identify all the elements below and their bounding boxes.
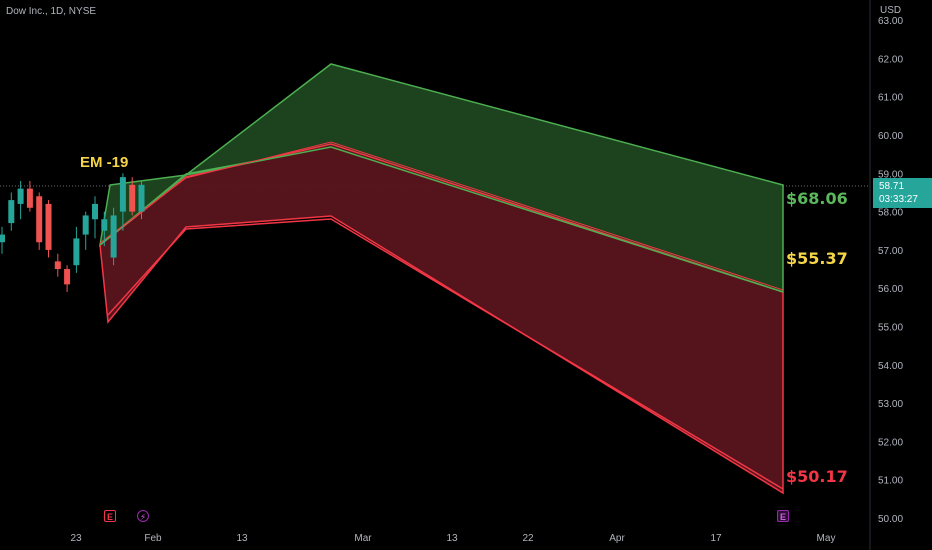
x-tick-label-0: 23: [70, 533, 82, 544]
y-tick-label-3: 53.00: [878, 399, 903, 410]
y-tick-label-1: 51.00: [878, 476, 903, 487]
y-tick-label-6: 56.00: [878, 284, 903, 295]
y-tick-label-0: 50.00: [878, 514, 903, 525]
em-label: EM -19: [80, 154, 129, 171]
earnings-marker-upcoming[interactable]: E: [777, 510, 789, 522]
x-tick-label-2: 13: [236, 533, 248, 544]
x-tick-label-4: 13: [446, 533, 458, 544]
bar-countdown: 03:33:27: [879, 194, 918, 205]
y-tick-label-5: 55.00: [878, 323, 903, 334]
dividend-marker-icon[interactable]: ⚡: [137, 510, 149, 522]
candle: [26, 188, 33, 208]
candle: [129, 184, 136, 212]
x-tick-label-6: Apr: [609, 533, 625, 544]
candle: [110, 215, 117, 258]
y-tick-label-7: 57.00: [878, 246, 903, 257]
candle: [138, 184, 145, 212]
lower-target-label: $50.17: [786, 467, 848, 486]
time-axis: 23 Feb 13 Mar 13 22 Apr 17 May: [70, 533, 835, 544]
candle: [17, 188, 24, 204]
x-tick-label-7: 17: [710, 533, 722, 544]
y-tick-label-4: 54.00: [878, 361, 903, 372]
y-tick-label-11: 61.00: [878, 93, 903, 104]
candle: [82, 215, 89, 235]
mid-target-label: $55.37: [786, 249, 848, 268]
x-tick-label-3: Mar: [354, 533, 372, 544]
y-tick-label-2: 52.00: [878, 437, 903, 448]
candle: [8, 200, 15, 224]
chart-title: Dow Inc., 1D, NYSE: [6, 6, 97, 17]
y-tick-label-9: 59.00: [878, 169, 903, 180]
candle: [0, 234, 5, 243]
y-tick-label-8: 58.00: [878, 208, 903, 219]
y-tick-label-13: 63.00: [878, 16, 903, 27]
candle: [36, 196, 43, 243]
y-tick-label-12: 62.00: [878, 54, 903, 65]
currency-label: USD: [880, 5, 902, 16]
candle: [73, 238, 80, 266]
earnings-marker[interactable]: E: [104, 510, 116, 522]
x-tick-label-5: 22: [522, 533, 534, 544]
candle: [92, 203, 98, 220]
candle: [119, 177, 126, 212]
candle: [45, 203, 52, 250]
x-tick-label-8: May: [817, 533, 836, 544]
candlestick-series: [0, 173, 145, 293]
x-tick-label-1: Feb: [144, 533, 162, 544]
price-axis: 50.00 51.00 52.00 53.00 54.00 55.00 56.00 57.00…: [878, 16, 903, 525]
current-price-badge: 58.71 03:33:27: [873, 178, 932, 208]
candle: [54, 261, 61, 270]
current-price: 58.71: [879, 181, 905, 192]
lower-line-2: [107, 218, 784, 490]
upper-target-label: $68.06: [786, 189, 848, 208]
candle: [64, 269, 71, 285]
y-tick-label-10: 60.00: [878, 131, 903, 142]
candle: [101, 219, 108, 231]
